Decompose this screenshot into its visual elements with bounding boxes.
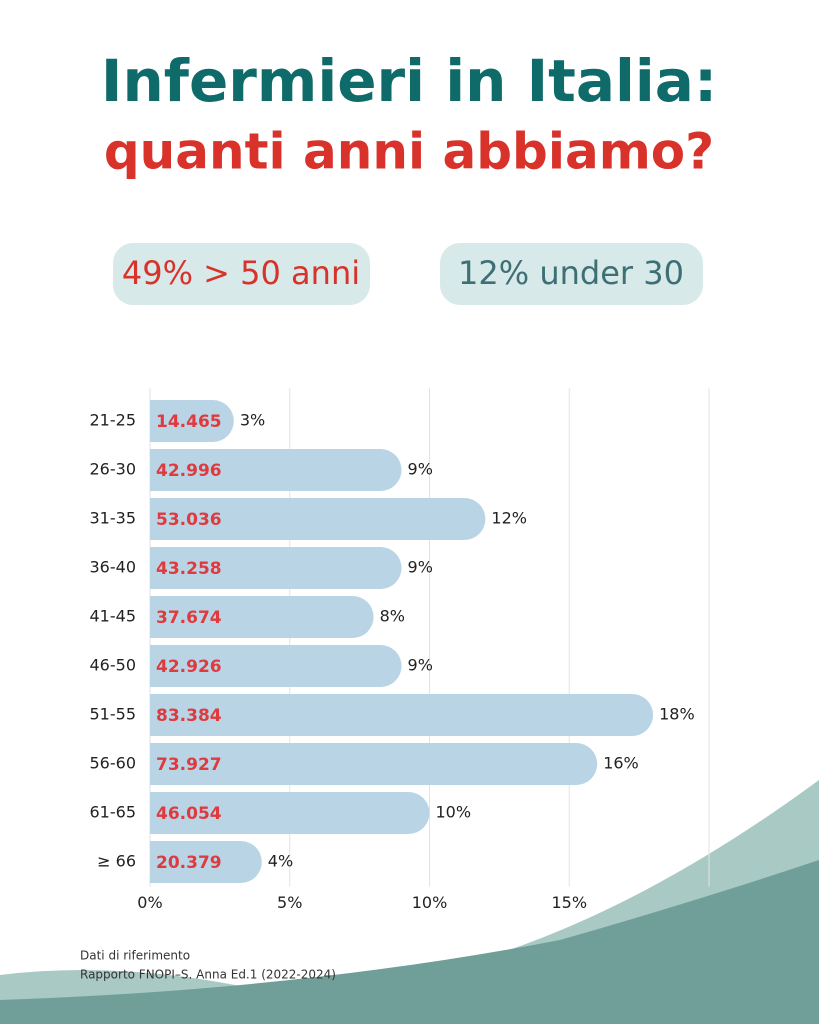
y-tick-label: 61-65 — [90, 803, 137, 822]
bar — [150, 743, 598, 785]
y-tick-label: 21-25 — [90, 411, 137, 430]
value-label: 9% — [408, 656, 433, 675]
bar — [150, 449, 402, 491]
source-text: Dati di riferimento — [80, 949, 190, 963]
y-tick-label: 51-55 — [90, 705, 137, 724]
count-label: 14.465 — [156, 412, 222, 432]
subtitle: quanti anni abbiamo? — [104, 123, 714, 181]
y-tick-label: 56-60 — [90, 754, 137, 773]
value-label: 12% — [491, 509, 527, 528]
x-tick-label: 10% — [412, 893, 448, 912]
bar-chart: Donne 55% 0% 5% 10% 15% 21-25 14.465 3% 26-30 42.… — [90, 388, 710, 912]
count-label: 46.054 — [156, 804, 222, 824]
highlight-text: 49% > 50 anni — [122, 254, 360, 292]
bar — [150, 645, 402, 687]
bar — [150, 596, 374, 638]
highlight-text: 12% under 30 — [458, 254, 684, 292]
value-label: 9% — [408, 558, 433, 577]
value-label: 3% — [240, 411, 265, 430]
bar — [150, 400, 234, 442]
count-label: 53.036 — [156, 510, 222, 530]
count-label: 20.379 — [156, 853, 222, 873]
x-tick-label: 15% — [551, 893, 587, 912]
title: Infermieri in Italia: — [101, 47, 717, 115]
value-label: 8% — [380, 607, 405, 626]
count-label: 43.258 — [156, 559, 222, 579]
y-tick-label: ≥ 66 — [97, 852, 136, 871]
bar — [150, 547, 402, 589]
bar — [150, 694, 654, 736]
value-label: 10% — [436, 803, 472, 822]
count-label: 42.926 — [156, 657, 222, 677]
source-text: Rapporto FNOPI–S. Anna Ed.1 (2022-2024) — [80, 968, 336, 982]
count-label: 83.384 — [156, 706, 222, 726]
count-label: 42.996 — [156, 461, 222, 481]
count-label: 73.927 — [156, 755, 222, 775]
value-label: 4% — [268, 852, 293, 871]
y-tick-label: 41-45 — [90, 607, 137, 626]
x-tick-label: 0% — [137, 893, 162, 912]
watermark: Donne 55% — [545, 478, 632, 496]
bar — [150, 792, 430, 834]
y-tick-label: 26-30 — [90, 460, 137, 479]
value-label: 18% — [659, 705, 695, 724]
y-tick-label: 36-40 — [90, 558, 137, 577]
bar — [150, 498, 486, 540]
highlight-pill — [440, 243, 703, 305]
highlight-pill — [113, 243, 370, 305]
value-label: 16% — [603, 754, 639, 773]
y-tick-label: 31-35 — [90, 509, 137, 528]
bar — [150, 841, 262, 883]
value-label: 9% — [408, 460, 433, 479]
y-tick-label: 46-50 — [90, 656, 137, 675]
count-label: 37.674 — [156, 608, 222, 628]
background-wave-dark — [0, 860, 819, 1024]
x-tick-label: 5% — [277, 893, 302, 912]
